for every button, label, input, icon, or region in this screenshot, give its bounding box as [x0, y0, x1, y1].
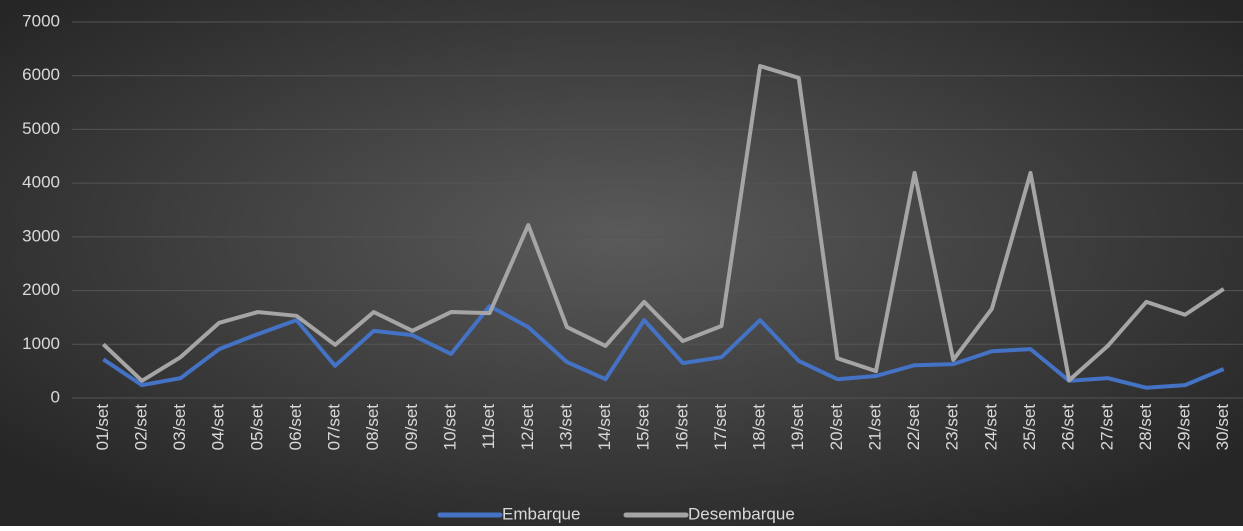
x-tick-label: 20/set — [827, 404, 846, 451]
x-tick-label: 27/set — [1097, 404, 1116, 451]
x-tick-label: 19/set — [788, 404, 807, 451]
x-tick-label: 12/set — [518, 404, 537, 451]
x-tick-label: 06/set — [286, 404, 305, 451]
y-tick-label: 7000 — [22, 11, 60, 30]
x-tick-label: 08/set — [363, 404, 382, 451]
series-line — [101, 64, 1225, 383]
x-tick-label: 01/set — [93, 404, 112, 451]
x-tick-label: 29/set — [1175, 404, 1194, 451]
y-tick-label: 4000 — [22, 173, 60, 192]
x-tick-label: 05/set — [247, 404, 266, 451]
y-tick-label: 2000 — [22, 280, 60, 299]
x-tick-label: 30/set — [1213, 404, 1232, 451]
x-tick-label: 10/set — [441, 404, 460, 451]
series-line — [102, 304, 1225, 390]
y-tick-label: 0 — [51, 387, 60, 406]
x-tick-label: 16/set — [672, 404, 691, 451]
x-tick-label: 11/set — [479, 404, 498, 449]
legend-label: Desembarque — [688, 504, 795, 523]
x-tick-label: 03/set — [170, 404, 189, 451]
x-tick-label: 17/set — [711, 404, 730, 451]
y-tick-label: 5000 — [22, 119, 60, 138]
x-tick-label: 26/set — [1059, 404, 1078, 451]
x-tick-label: 22/set — [904, 404, 923, 451]
x-tick-label: 23/set — [943, 404, 962, 451]
x-tick-label: 28/set — [1136, 404, 1155, 451]
x-tick-label: 15/set — [634, 404, 653, 451]
y-tick-label: 3000 — [22, 226, 60, 245]
legend-label: Embarque — [502, 504, 580, 523]
x-tick-label: 02/set — [131, 404, 150, 451]
y-tick-label: 6000 — [22, 65, 60, 84]
x-tick-label: 24/set — [981, 404, 1000, 451]
x-tick-label: 21/set — [865, 404, 884, 451]
x-tick-label: 13/set — [556, 404, 575, 451]
x-tick-label: 18/set — [750, 404, 769, 451]
y-tick-label: 1000 — [22, 334, 60, 353]
x-tick-label: 07/set — [325, 404, 344, 451]
x-tick-label: 09/set — [402, 404, 421, 451]
x-tick-label: 25/set — [1020, 404, 1039, 451]
x-tick-label: 14/set — [595, 404, 614, 451]
x-tick-label: 04/set — [209, 404, 228, 451]
